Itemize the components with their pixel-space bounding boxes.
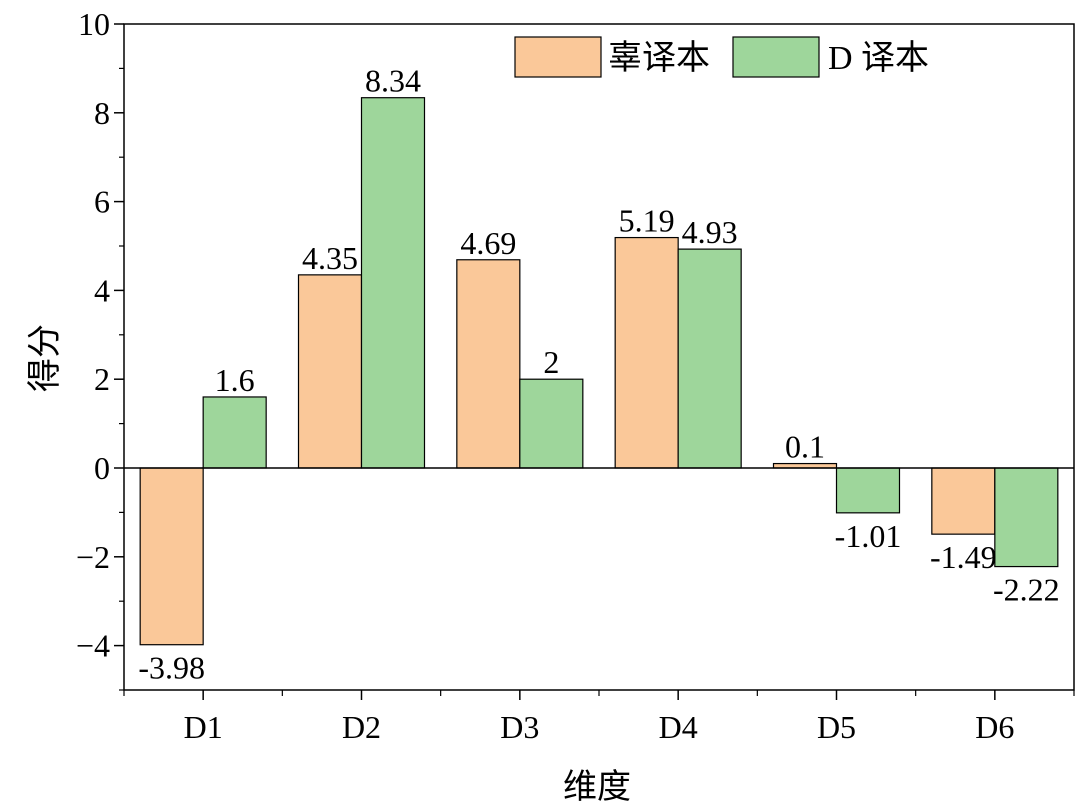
plot-frame <box>124 24 1074 690</box>
x-tick-label-d1: D1 <box>184 709 223 745</box>
y-tick-label: 8 <box>94 95 110 131</box>
bar-d4-series-1 <box>615 238 678 468</box>
bar-d6-series-2 <box>995 468 1058 567</box>
data-label-d3-series-2: 2 <box>543 344 559 380</box>
x-tick-label-d6: D6 <box>975 709 1014 745</box>
y-tick-label: −4 <box>76 628 110 664</box>
data-label-d1-series-1: -3.98 <box>138 650 205 686</box>
bar-d3-series-1 <box>457 260 520 468</box>
x-axis-title: 维度 <box>563 768 631 806</box>
data-label-d2-series-1: 4.35 <box>302 240 358 276</box>
legend: 辜译本 D 译本 <box>515 37 929 77</box>
y-tick-label: 4 <box>94 272 110 308</box>
y-tick-label: 6 <box>94 184 110 220</box>
y-tick-label: 10 <box>78 6 110 42</box>
y-tick-label: −2 <box>76 539 110 575</box>
data-label-d6-series-1: -1.49 <box>930 539 997 575</box>
y-tick-label: 2 <box>94 361 110 397</box>
data-label-d3-series-1: 4.69 <box>460 225 516 261</box>
x-tick-label-d4: D4 <box>659 709 698 745</box>
data-label-d1-series-2: 1.6 <box>215 362 255 398</box>
data-label-d4-series-2: 4.93 <box>682 214 738 250</box>
bar-d2-series-1 <box>299 275 362 468</box>
y-tick-label: 0 <box>94 450 110 486</box>
bar-d3-series-2 <box>520 379 583 468</box>
bar-d4-series-2 <box>678 249 741 468</box>
bar-d2-series-2 <box>362 98 425 468</box>
bar-d6-series-1 <box>932 468 995 534</box>
legend-swatch-series-2 <box>733 37 819 77</box>
x-tick-label-d2: D2 <box>342 709 381 745</box>
bars-layer <box>140 98 1058 645</box>
bar-d5-series-2 <box>837 468 900 513</box>
data-label-d2-series-2: 8.34 <box>365 63 421 99</box>
x-tick-label-d5: D5 <box>817 709 856 745</box>
data-label-d5-series-2: -1.01 <box>835 518 902 554</box>
data-label-d6-series-2: -2.22 <box>993 572 1060 608</box>
legend-label-series-2: D 译本 <box>828 39 929 77</box>
data-label-d4-series-1: 5.19 <box>619 203 675 239</box>
data-label-d5-series-1: 0.1 <box>785 429 825 465</box>
y-axis-title: 得分 <box>26 324 64 392</box>
legend-label-series-1: 辜译本 <box>608 39 710 77</box>
x-tick-label-d3: D3 <box>500 709 539 745</box>
data-labels-layer: -3.98 4.35 4.69 5.19 0.1 -1.49 1.6 8.34 2 4.93 -1.… <box>138 63 1059 686</box>
bar-d1-series-2 <box>203 397 266 468</box>
legend-swatch-series-1 <box>515 37 601 77</box>
bar-d1-series-1 <box>140 468 203 645</box>
